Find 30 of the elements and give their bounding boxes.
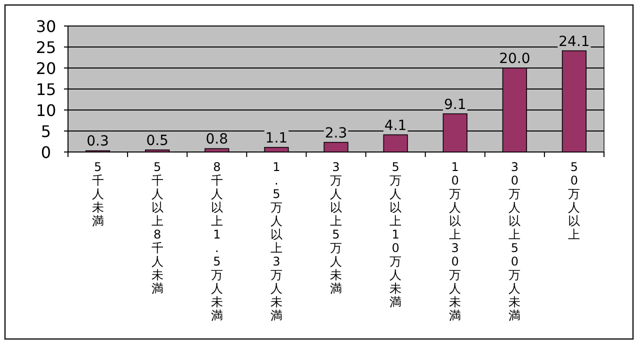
x-tick-label: 50万人以上: [568, 160, 580, 242]
bar: [145, 150, 170, 152]
x-tick-label: 5千人以上8千人未満: [151, 160, 164, 296]
data-label: 20.0: [499, 51, 530, 67]
y-tick-label: 30: [36, 17, 56, 36]
data-label: 4.1: [384, 118, 407, 134]
data-label: 9.1: [444, 96, 466, 113]
x-tick-label: 5千人未満: [92, 160, 104, 228]
data-label: 2.3: [324, 125, 348, 142]
y-tick-label: 15: [36, 80, 56, 99]
data-label: 1.1: [265, 130, 288, 146]
y-tick-label: 0: [40, 143, 52, 162]
y-tick-label: 20: [36, 59, 56, 78]
bar: [324, 142, 348, 152]
x-tick-label: 3万人以上5万人未満: [330, 160, 342, 296]
data-label: 0.3: [86, 134, 109, 150]
bar: [204, 148, 230, 152]
y-tick-label: 10: [36, 101, 56, 120]
x-tick-label: 5万人以上10万人未満: [390, 160, 402, 309]
x-tick-label: 30万人以上50万人未満: [508, 160, 521, 322]
data-label: 0.8: [206, 132, 228, 148]
x-tick-label: 1.5万人以上3万人未満: [270, 160, 282, 322]
y-tick-label: 5: [40, 122, 52, 141]
bar: [264, 146, 289, 152]
x-tick-label: 10万人以上30万人未満: [449, 160, 462, 322]
y-tick-label: 25: [36, 38, 56, 57]
bar: [383, 134, 408, 152]
data-label: 0.5: [146, 132, 168, 149]
data-label: 24.1: [558, 34, 590, 50]
x-tick-label: 8千人以上1.5万人未満: [210, 160, 223, 322]
